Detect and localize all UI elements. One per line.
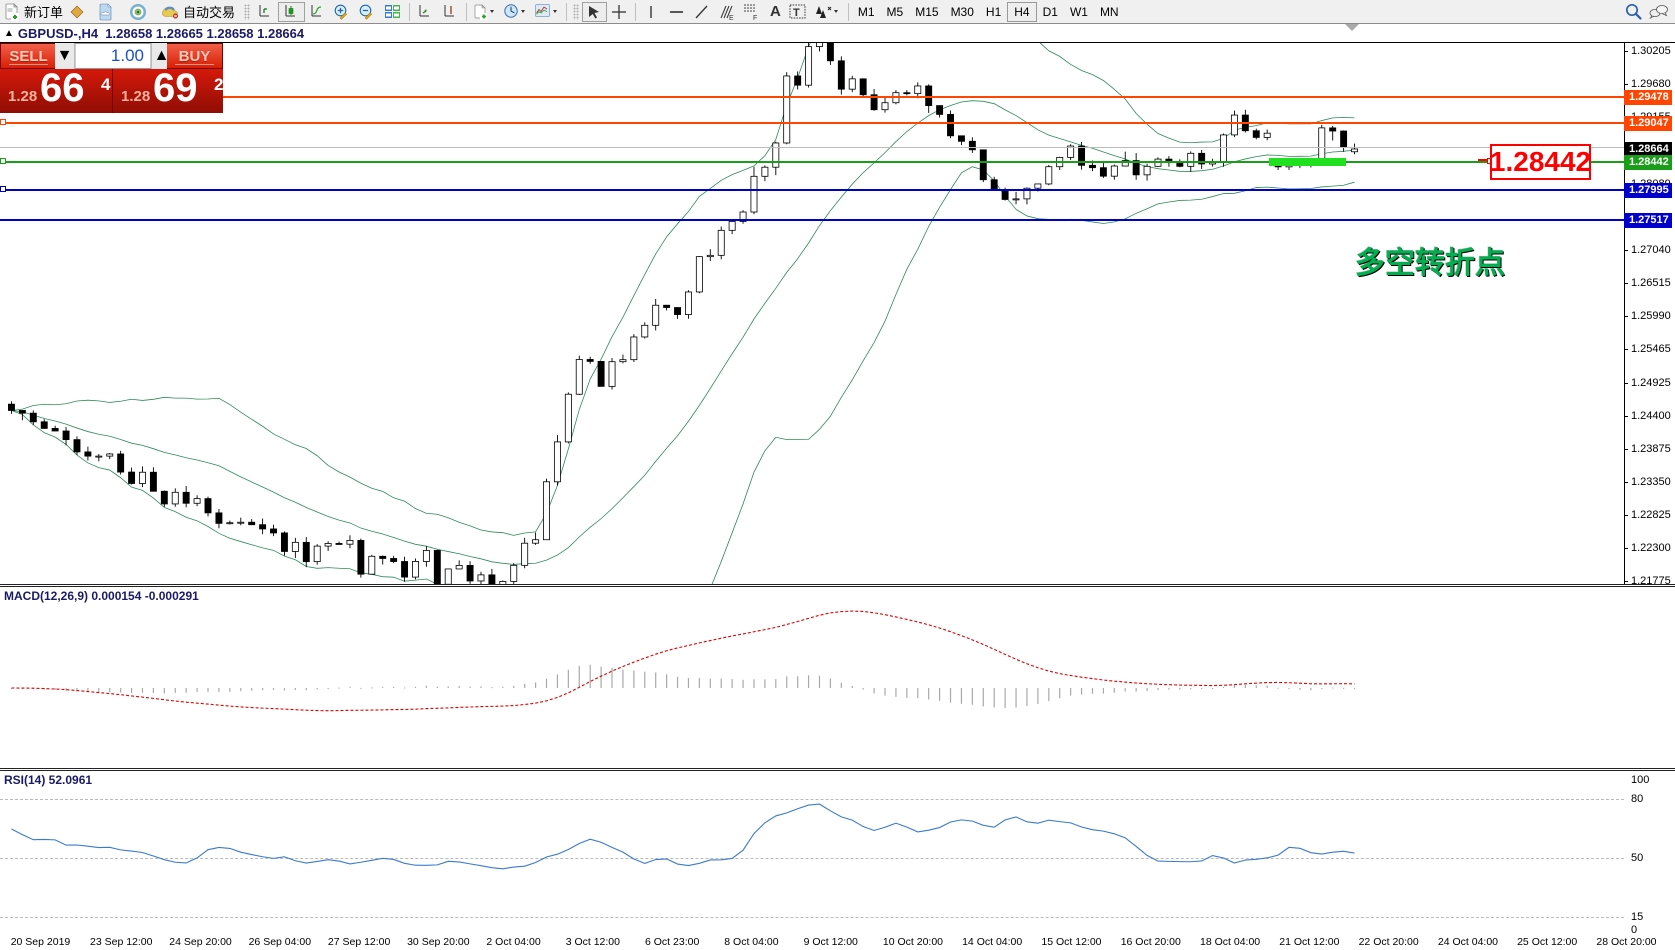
- svg-text:F: F: [753, 15, 757, 20]
- svg-text:E: E: [729, 15, 734, 20]
- svg-text:T: T: [793, 7, 800, 19]
